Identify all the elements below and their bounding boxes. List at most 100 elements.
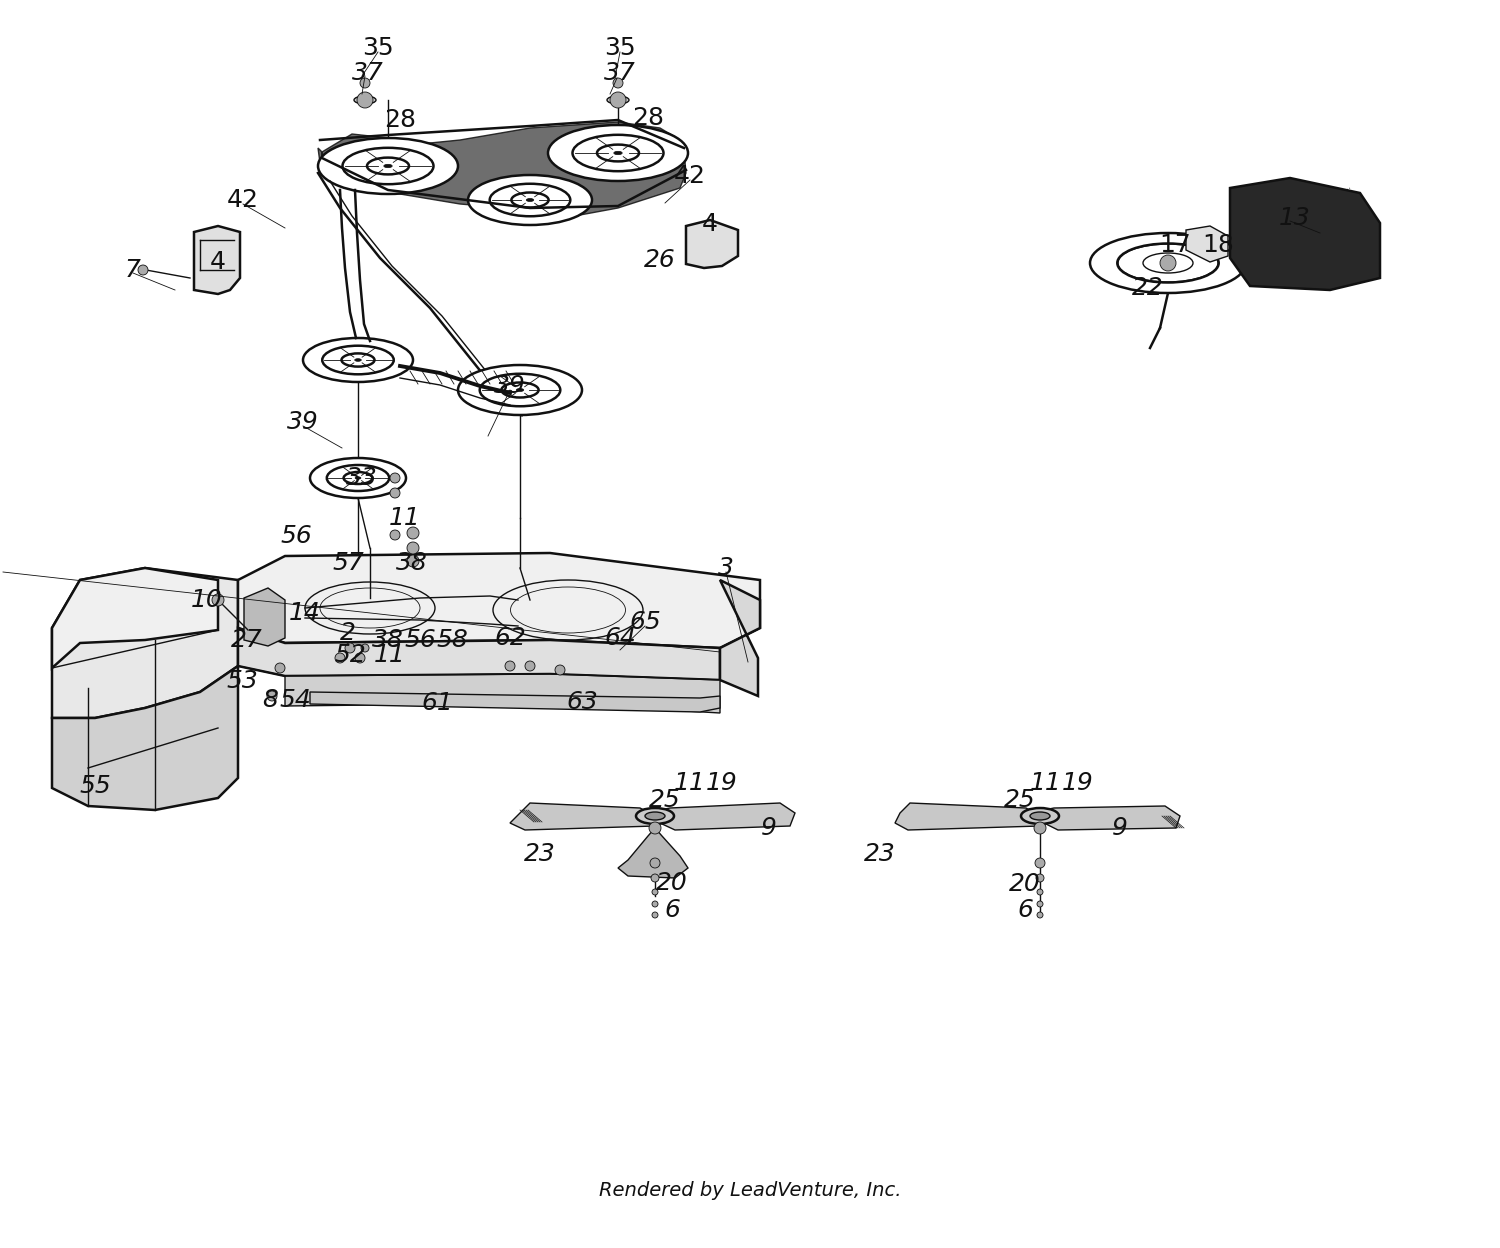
Text: 14: 14 — [290, 602, 321, 625]
Text: 13: 13 — [1280, 206, 1311, 230]
Circle shape — [652, 889, 658, 895]
Ellipse shape — [356, 477, 362, 479]
Text: 54: 54 — [279, 688, 310, 713]
Ellipse shape — [548, 125, 688, 181]
Circle shape — [138, 265, 148, 275]
Text: 11: 11 — [374, 643, 406, 666]
Text: 11: 11 — [674, 771, 706, 795]
Circle shape — [652, 912, 658, 919]
Text: 4: 4 — [210, 250, 226, 275]
Text: Rendered by LeadVenture, Inc.: Rendered by LeadVenture, Inc. — [598, 1181, 902, 1199]
Polygon shape — [896, 802, 1040, 830]
Text: 19: 19 — [1062, 771, 1094, 795]
Text: 28: 28 — [384, 109, 416, 132]
Text: 52: 52 — [334, 643, 366, 666]
Text: 39: 39 — [494, 374, 526, 398]
Text: 20: 20 — [1010, 872, 1041, 896]
Text: 17: 17 — [1160, 233, 1191, 257]
Ellipse shape — [354, 358, 362, 362]
Text: 64: 64 — [604, 626, 636, 650]
Text: 26: 26 — [644, 248, 676, 272]
Circle shape — [614, 77, 622, 89]
Polygon shape — [1230, 178, 1380, 290]
Polygon shape — [194, 226, 240, 295]
Text: RE: RE — [524, 604, 597, 651]
Text: 19: 19 — [706, 771, 738, 795]
Circle shape — [274, 663, 285, 673]
Circle shape — [390, 473, 400, 483]
Ellipse shape — [1090, 233, 1246, 293]
Circle shape — [1036, 912, 1042, 919]
Circle shape — [650, 859, 660, 869]
Text: 6: 6 — [664, 899, 680, 922]
Circle shape — [1034, 822, 1046, 834]
Ellipse shape — [608, 96, 628, 104]
Circle shape — [267, 691, 278, 701]
Polygon shape — [318, 122, 686, 215]
Polygon shape — [1186, 226, 1228, 262]
Text: 65: 65 — [628, 610, 662, 634]
Ellipse shape — [516, 388, 524, 392]
Polygon shape — [53, 568, 238, 718]
Circle shape — [390, 530, 400, 540]
Circle shape — [1036, 889, 1042, 895]
Text: 62: 62 — [494, 626, 526, 650]
Text: 9: 9 — [760, 816, 777, 840]
Text: 22: 22 — [1132, 276, 1164, 300]
Polygon shape — [510, 802, 656, 830]
Ellipse shape — [303, 338, 412, 382]
Text: 42: 42 — [674, 163, 706, 188]
Text: 57: 57 — [332, 552, 364, 575]
Circle shape — [345, 643, 355, 653]
Text: 38: 38 — [372, 628, 404, 651]
Text: 55: 55 — [80, 774, 111, 797]
Text: 39: 39 — [286, 411, 320, 434]
Circle shape — [1035, 859, 1046, 869]
Text: 3: 3 — [718, 557, 734, 580]
Text: 7: 7 — [124, 258, 141, 282]
Text: 25: 25 — [1004, 787, 1036, 812]
Ellipse shape — [614, 151, 622, 155]
Polygon shape — [720, 580, 760, 696]
Text: 35: 35 — [604, 36, 636, 60]
Text: 10: 10 — [190, 588, 224, 612]
Ellipse shape — [384, 165, 392, 167]
Text: 58: 58 — [436, 628, 468, 651]
Circle shape — [390, 488, 400, 498]
Ellipse shape — [1164, 261, 1173, 265]
Polygon shape — [660, 802, 795, 830]
Circle shape — [651, 874, 658, 882]
Text: 9: 9 — [1112, 816, 1128, 840]
Ellipse shape — [318, 139, 458, 193]
Text: 25: 25 — [650, 787, 681, 812]
Text: 8: 8 — [262, 688, 278, 713]
Polygon shape — [238, 553, 760, 648]
Text: 53: 53 — [226, 669, 258, 693]
Circle shape — [650, 822, 662, 834]
Text: 20: 20 — [656, 871, 688, 895]
Ellipse shape — [526, 198, 534, 201]
Text: 23: 23 — [864, 842, 895, 866]
Text: 61: 61 — [422, 691, 453, 715]
Ellipse shape — [468, 175, 592, 225]
Text: 38: 38 — [396, 552, 427, 575]
Text: 2: 2 — [340, 622, 356, 645]
Circle shape — [334, 653, 345, 663]
Circle shape — [1036, 874, 1044, 882]
Circle shape — [211, 594, 223, 607]
Text: 28: 28 — [632, 106, 664, 130]
Circle shape — [525, 661, 536, 671]
Circle shape — [406, 527, 418, 539]
Circle shape — [555, 665, 566, 675]
Text: 33: 33 — [346, 466, 378, 490]
Text: 4: 4 — [702, 212, 718, 236]
Text: 37: 37 — [604, 61, 636, 85]
Circle shape — [357, 92, 374, 109]
Ellipse shape — [354, 96, 376, 104]
Polygon shape — [238, 628, 720, 680]
Polygon shape — [53, 666, 238, 810]
Text: 56: 56 — [404, 628, 436, 651]
Text: 63: 63 — [566, 690, 598, 714]
Text: 35: 35 — [362, 36, 394, 60]
Polygon shape — [53, 568, 217, 668]
